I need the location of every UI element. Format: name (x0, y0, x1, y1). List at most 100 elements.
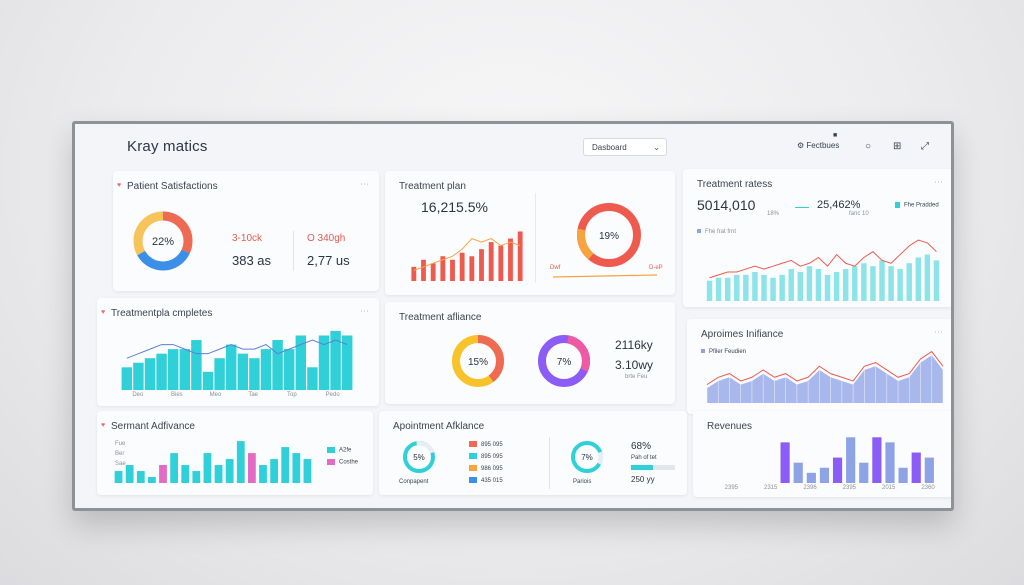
chart-bar (133, 362, 144, 390)
bookmark-icon[interactable]: ■ (833, 132, 838, 139)
dashboard-select[interactable]: Dasboard ⌄ (583, 138, 667, 156)
more-icon[interactable]: ⋯ (360, 179, 369, 189)
chart-bar (815, 269, 822, 301)
treatment-plan-donut: 19% (577, 203, 641, 267)
left-tag: Dwf (550, 265, 561, 271)
chart-area (707, 355, 943, 403)
chart-bar (911, 452, 921, 483)
chart-bar (236, 441, 245, 483)
sermant-axis-labels: Fue Ber Sae (115, 439, 126, 469)
chart-bar (214, 465, 223, 483)
chart-bar (879, 260, 885, 301)
rates-value-1: 5014,010 (697, 197, 756, 213)
treatment-plan-chart (411, 231, 523, 281)
card-title: Treatmentpla cmpletes (111, 308, 213, 319)
chart-bar (793, 462, 803, 483)
chart-bar (170, 453, 178, 483)
appointment-row-value: 986 095 (481, 466, 503, 472)
chart-bar (303, 459, 312, 483)
chart-bar (295, 335, 307, 390)
x-axis-label: Top (287, 392, 297, 398)
legend-swatch (895, 202, 900, 208)
chart-bar (797, 271, 804, 301)
chart-bar (283, 349, 295, 390)
more-icon[interactable]: ⋯ (360, 306, 369, 316)
sermant-legend-1: A2fe (327, 447, 351, 454)
chart-bar (292, 453, 301, 483)
chart-bar (270, 459, 278, 483)
row-swatch (469, 477, 477, 484)
chart-bar (819, 467, 830, 483)
appointment-donut-2-label: 7% (581, 453, 593, 462)
chart-bar (752, 271, 758, 301)
app-title: Kray matics (127, 138, 208, 155)
more-icon[interactable]: ⋯ (934, 327, 943, 337)
chart-bar (824, 274, 831, 301)
x-axis-label: 2395 (842, 485, 857, 491)
chart-bar (121, 367, 133, 390)
chart-bar (885, 442, 895, 483)
stat1-top: 3-10ck (232, 233, 263, 244)
chart-bar (872, 437, 882, 483)
axis-label: Sae (115, 461, 126, 467)
chart-bar (706, 280, 713, 301)
chart-line (126, 339, 348, 359)
chart-bar (249, 358, 260, 390)
x-axis-label: Tae (248, 392, 259, 398)
chart-bar (924, 254, 931, 301)
chart-bar (136, 471, 145, 483)
x-axis-label: 2315 (764, 485, 778, 491)
appoimes-legend: Pfiler Feudien (701, 349, 746, 355)
heart-icon: ♥ (117, 182, 122, 189)
axis-label: Fue (115, 441, 126, 447)
sermant-legend-2-label: Costhe (339, 459, 359, 466)
chart-bar (508, 238, 513, 281)
top-bar: Kray matics Dasboard ⌄ ⚙ Fectbues ■ ○ ⊞ … (75, 124, 951, 166)
features-button[interactable]: ⚙ Fectbues (797, 141, 839, 150)
divider (549, 437, 550, 489)
legend-swatch (697, 229, 701, 234)
card-treatment-affiance: Treatment afliance 15% 7% 2116ky 3.10wy … (385, 302, 675, 404)
chart-bar (411, 266, 417, 281)
x-axis-label: Deo (132, 392, 144, 398)
chart-bar (715, 277, 722, 301)
satisfaction-donut: 22% (133, 211, 193, 271)
chart-bar (144, 358, 156, 390)
x-axis-label: 2360 (921, 485, 935, 491)
chart-bar (248, 453, 256, 483)
divider (535, 193, 536, 283)
treatment-plan-spark (552, 274, 658, 278)
chart-bar (272, 340, 283, 390)
affiance-donut-1-label: 15% (468, 357, 488, 368)
chart-bar (469, 256, 475, 281)
chart-bar (421, 259, 426, 281)
chart-bar (779, 274, 785, 301)
appointment-donut-2: 7% (571, 441, 603, 473)
chart-bar (159, 465, 167, 483)
x-axis-label: Pedo (325, 392, 340, 398)
grid-icon[interactable]: ⊞ (893, 141, 902, 152)
chart-bar (430, 263, 436, 281)
chart-line (706, 350, 944, 386)
legend-swatch (701, 349, 705, 354)
appointment-row: 986 095 (469, 463, 503, 475)
features-label: Fectbues (806, 141, 840, 150)
chart-bar (897, 269, 903, 301)
chart-bar (318, 335, 330, 390)
gear-icon: ⚙ (797, 141, 805, 150)
affiance-donut-2: 7% (538, 335, 590, 387)
chart-bar (832, 457, 843, 483)
chart-bar (915, 257, 922, 301)
card-treatment-plan: Treatment plan 16,215.5% 19% Dwf D-eP (385, 171, 675, 295)
chart-bar (479, 249, 484, 281)
card-treatment-completes: ♥ Treatmentpla cmpletes ⋯ Deo Bies Meo Tae T… (97, 298, 379, 406)
affiance-donut-1: 15% (452, 335, 504, 387)
circle-icon[interactable]: ○ (865, 141, 872, 152)
card-title: Aproimes Inifiance (701, 329, 784, 340)
legend-swatch (327, 447, 335, 453)
chart-bar (761, 274, 767, 301)
chart-bar (181, 465, 190, 483)
more-icon[interactable]: ⋯ (934, 177, 943, 187)
chart-bar (214, 358, 225, 390)
expand-icon[interactable]: ⤢ (921, 141, 929, 152)
